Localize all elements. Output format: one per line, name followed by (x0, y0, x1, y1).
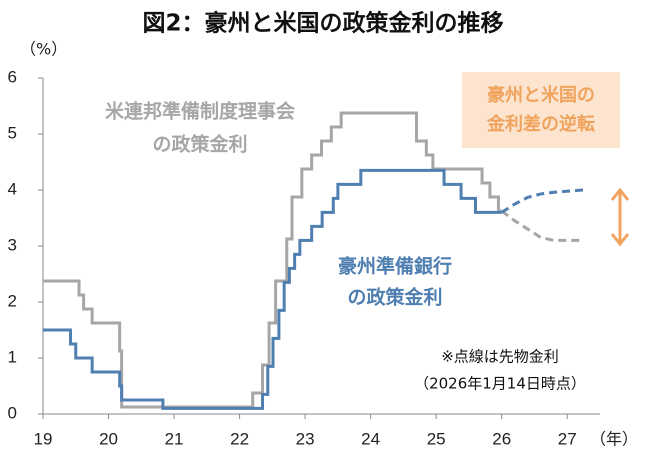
y-tick-label: 6 (8, 67, 17, 86)
gap-arrow (610, 187, 630, 247)
y-tick-label: 4 (8, 179, 17, 198)
x-tick-label: 26 (492, 429, 511, 448)
y-tick-label: 5 (8, 123, 17, 142)
series-line (43, 168, 502, 410)
x-unit: （年） (590, 430, 638, 449)
series-line (500, 209, 584, 242)
x-tick-label: 19 (34, 429, 53, 448)
y-tick-label: 1 (8, 347, 17, 366)
x-tick-label: 25 (427, 429, 446, 448)
y-tick-label: 2 (8, 291, 17, 310)
series-label: 米連邦準備制度理事会 (105, 100, 295, 123)
callout-box (462, 72, 620, 148)
callout-text: 金利差の逆転 (486, 113, 595, 135)
series-label: の政策金利 (152, 133, 247, 156)
y-tick-label: 0 (8, 403, 17, 422)
series-line (43, 111, 502, 409)
note: （2026年1月14日時点） (414, 375, 586, 393)
x-tick-label: 20 (99, 429, 118, 448)
series-label: の政策金利 (347, 286, 442, 309)
chart-title: 図2：豪州と米国の政策金利の推移 (142, 10, 503, 37)
x-tick-label: 21 (165, 429, 184, 448)
series-line (500, 188, 584, 214)
x-tick-label: 23 (296, 429, 315, 448)
y-tick-label: 3 (8, 235, 17, 254)
x-tick-label: 27 (558, 429, 577, 448)
x-tick-label: 22 (230, 429, 249, 448)
y-unit: （%） (20, 40, 67, 59)
callout-text: 豪州と米国の (487, 84, 595, 106)
x-tick-label: 24 (361, 429, 380, 448)
note: ※点線は先物金利 (441, 348, 559, 366)
series-label: 豪州準備銀行 (338, 255, 452, 278)
